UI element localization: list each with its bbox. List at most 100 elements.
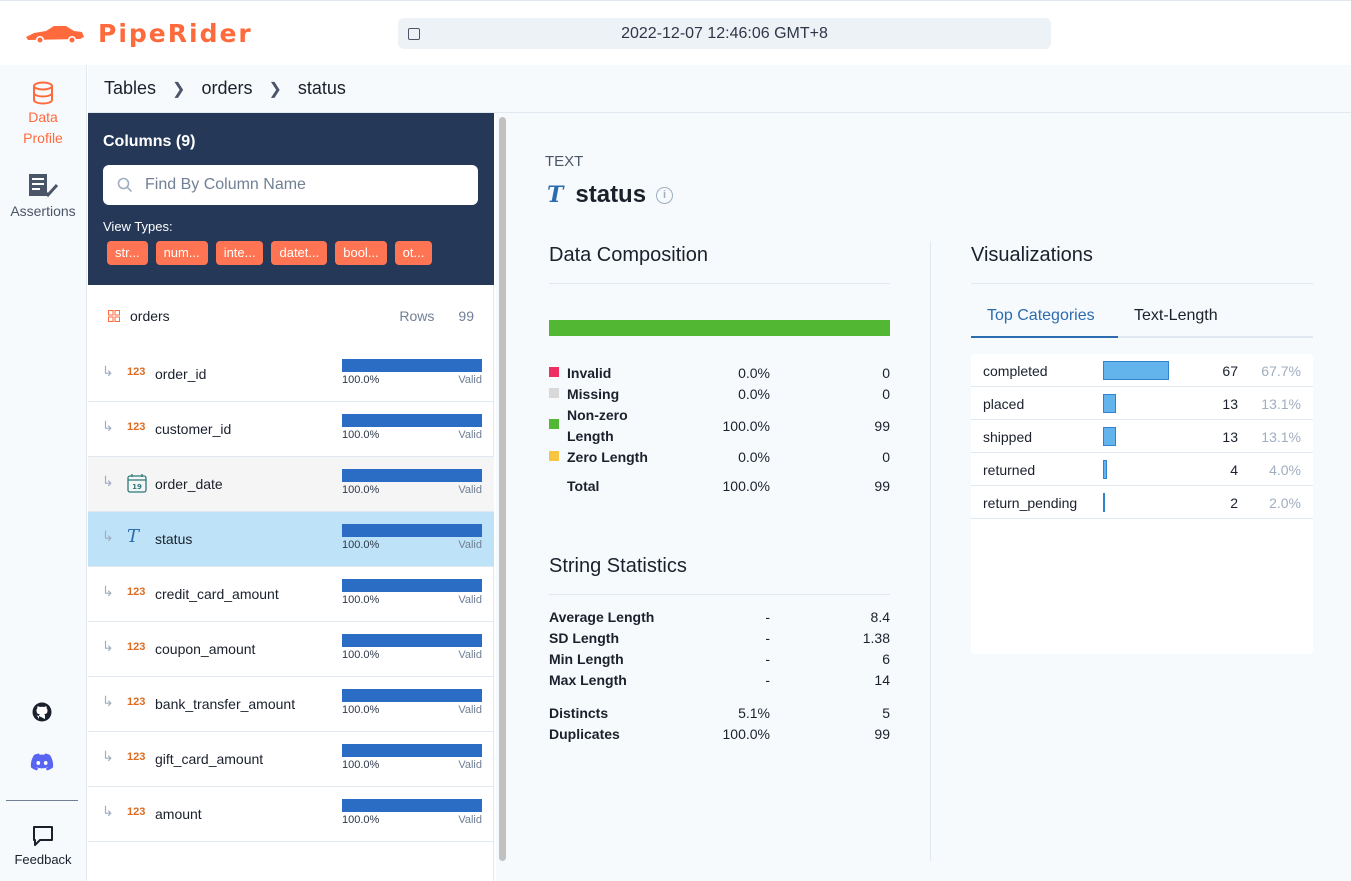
column-row[interactable]: ↳ 123 coupon_amount 100.0% Valid (88, 622, 494, 677)
column-name: status (155, 531, 193, 547)
numeric-type-icon: 123 (127, 751, 146, 763)
valid-percent: 100.0% (342, 429, 380, 441)
top-categories-chart: completed 67 67.7% placed 13 13.1% shipped… (971, 354, 1313, 654)
nav-feedback[interactable]: Feedback (0, 825, 86, 870)
column-row[interactable]: ↳ T status 100.0% Valid (88, 512, 494, 567)
column-row[interactable]: ↳ 19 order_date 100.0% Valid (88, 457, 494, 512)
column-row[interactable]: ↳ 123 credit_card_amount 100.0% Valid (88, 567, 494, 622)
column-name: amount (155, 806, 202, 822)
chip-string[interactable]: str... (107, 241, 148, 265)
legend-percent: 0.0% (738, 449, 770, 465)
legend-label: Invalid (567, 365, 612, 381)
column-name: order_id (155, 366, 207, 382)
string-stat-row: Max Length - 14 (549, 670, 890, 691)
chip-datetime[interactable]: datet... (271, 241, 328, 265)
stat-percent: 100.0% (722, 726, 770, 742)
stat-value: 14 (874, 672, 890, 688)
column-list-scrollbar[interactable] (496, 113, 510, 881)
stat-label: Distincts (549, 705, 609, 721)
child-arrow-icon: ↳ (102, 583, 114, 599)
calendar-icon: 19 (127, 474, 147, 493)
stat-value: 1.38 (862, 630, 890, 646)
info-icon[interactable]: i (656, 186, 674, 204)
composition-bar (549, 320, 890, 336)
nav-data-profile[interactable]: Data Profile (0, 81, 86, 149)
composition-title: Data Composition (549, 244, 708, 266)
search-placeholder: Find By Column Name (145, 176, 306, 193)
breadcrumb-table[interactable]: orders (201, 78, 253, 98)
column-row[interactable]: ↳ 123 gift_card_amount 100.0% Valid (88, 732, 494, 787)
chip-boolean[interactable]: bool... (335, 241, 387, 265)
category-name: completed (983, 363, 1048, 379)
table-name: orders (130, 308, 170, 324)
category-bar (1103, 394, 1116, 413)
string-stat-row: Average Length - 8.4 (549, 607, 890, 628)
numeric-type-icon: 123 (127, 421, 146, 433)
legend-count: 99 (874, 418, 890, 434)
visualization-tabs: Top Categories Text-Length (971, 297, 1313, 338)
category-row[interactable]: shipped 13 13.1% (971, 420, 1313, 453)
data-type-label: TEXT (545, 153, 584, 170)
category-name: placed (983, 396, 1025, 412)
chip-integer[interactable]: inte... (215, 241, 264, 265)
table-grid-icon (108, 310, 120, 322)
table-summary-row[interactable]: orders Rows 99 (88, 285, 494, 347)
category-name: return_pending (983, 495, 1078, 511)
category-row[interactable]: placed 13 13.1% (971, 387, 1313, 420)
valid-bar (342, 634, 482, 647)
stat-percent: - (765, 630, 770, 646)
column-detail: TEXT T status i Data Composition Invalid… (510, 113, 1351, 881)
left-nav: Data Profile Assertions Feedback (0, 65, 87, 881)
view-type-chips: str... num... inte... datet... bool... o… (107, 241, 433, 265)
columns-title: Columns (9) (103, 133, 196, 150)
valid-percent: 100.0% (342, 704, 380, 716)
discord-icon[interactable] (30, 753, 54, 771)
legend-swatch (549, 451, 559, 461)
tab-top-categories[interactable]: Top Categories (987, 307, 1095, 324)
column-row[interactable]: ↳ 123 customer_id 100.0% Valid (88, 402, 494, 457)
category-row[interactable]: completed 67 67.7% (971, 354, 1313, 387)
valid-bar (342, 469, 482, 482)
category-row[interactable]: return_pending 2 2.0% (971, 486, 1313, 519)
scrollbar-thumb[interactable] (499, 117, 506, 861)
breadcrumb: Tables ❯ orders ❯ status (88, 65, 1351, 113)
stat-percent: - (765, 672, 770, 688)
chip-other[interactable]: ot... (394, 241, 433, 265)
child-arrow-icon: ↳ (102, 748, 114, 764)
divider (971, 283, 1313, 284)
column-row[interactable]: ↳ 123 amount 100.0% Valid (88, 787, 494, 842)
valid-percent: 100.0% (342, 484, 380, 496)
category-percent: 13.1% (1261, 429, 1301, 445)
checkbox-icon[interactable] (408, 27, 420, 40)
valid-bar (342, 744, 482, 757)
run-selector[interactable]: 2022-12-07 12:46:06 GMT+8 (398, 18, 1051, 49)
rows-label: Rows (399, 308, 435, 324)
nav-assertions[interactable]: Assertions (0, 173, 86, 222)
active-tab-indicator (971, 336, 1118, 338)
nav-feedback-label: Feedback (14, 852, 72, 867)
nav-data-profile-label-1: Data (28, 109, 58, 125)
piperider-logo[interactable]: PipeRider (24, 19, 253, 48)
svg-text:19: 19 (132, 483, 142, 491)
tab-text-length[interactable]: Text-Length (1134, 307, 1218, 324)
category-row[interactable]: returned 4 4.0% (971, 453, 1313, 486)
stat-label: Average Length (549, 609, 655, 625)
checklist-icon (29, 174, 59, 198)
string-stat-row: SD Length - 1.38 (549, 628, 890, 649)
column-search-input[interactable]: Find By Column Name (103, 165, 478, 205)
columns-panel: Columns (9) Find By Column Name View Typ… (88, 113, 494, 881)
total-count: 99 (874, 478, 890, 494)
breadcrumb-tables[interactable]: Tables (104, 78, 157, 98)
github-icon[interactable] (32, 702, 52, 722)
column-row[interactable]: ↳ 123 bank_transfer_amount 100.0% Valid (88, 677, 494, 732)
valid-percent: 100.0% (342, 594, 380, 606)
stat-value: 99 (874, 726, 890, 742)
nav-data-profile-label-2: Profile (23, 130, 63, 146)
legend-swatch (549, 388, 559, 398)
chip-numeric[interactable]: num... (155, 241, 208, 265)
valid-label: Valid (458, 594, 482, 606)
column-row[interactable]: ↳ 123 order_id 100.0% Valid (88, 347, 494, 402)
numeric-type-icon: 123 (127, 696, 146, 708)
search-icon (117, 177, 133, 193)
category-name: shipped (983, 429, 1033, 445)
